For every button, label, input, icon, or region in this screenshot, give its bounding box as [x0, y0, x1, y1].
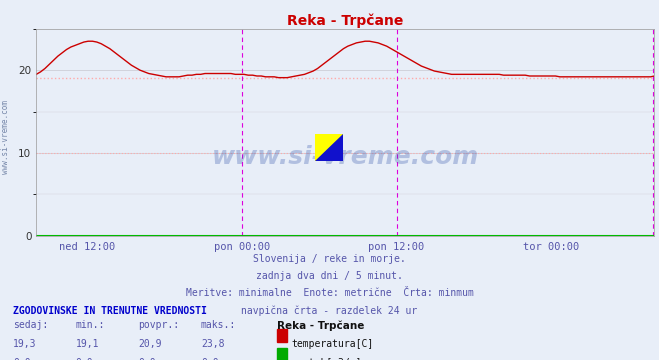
Text: 20,9: 20,9 — [138, 339, 162, 349]
Text: pon 00:00: pon 00:00 — [214, 242, 270, 252]
Text: 0,0: 0,0 — [138, 358, 156, 360]
Text: ZGODOVINSKE IN TRENUTNE VREDNOSTI: ZGODOVINSKE IN TRENUTNE VREDNOSTI — [13, 306, 207, 316]
Text: Reka - Trpčane: Reka - Trpčane — [277, 320, 364, 331]
Text: tor 00:00: tor 00:00 — [523, 242, 579, 252]
Text: Slovenija / reke in morje.: Slovenija / reke in morje. — [253, 254, 406, 264]
Text: zadnja dva dni / 5 minut.: zadnja dva dni / 5 minut. — [256, 271, 403, 281]
Polygon shape — [315, 134, 343, 161]
Text: 19,1: 19,1 — [76, 339, 100, 349]
Text: Meritve: minimalne  Enote: metrične  Črta: minmum: Meritve: minimalne Enote: metrične Črta:… — [186, 288, 473, 298]
Text: 0,0: 0,0 — [13, 358, 31, 360]
Text: temperatura[C]: temperatura[C] — [291, 339, 374, 349]
Text: 0,0: 0,0 — [201, 358, 219, 360]
Text: ned 12:00: ned 12:00 — [59, 242, 116, 252]
Text: maks.:: maks.: — [201, 320, 236, 330]
Title: Reka - Trpčane: Reka - Trpčane — [287, 13, 403, 28]
Text: navpična črta - razdelek 24 ur: navpična črta - razdelek 24 ur — [241, 306, 418, 316]
Text: min.:: min.: — [76, 320, 105, 330]
Text: 19,3: 19,3 — [13, 339, 37, 349]
Text: pon 12:00: pon 12:00 — [368, 242, 425, 252]
Text: www.si-vreme.com: www.si-vreme.com — [212, 145, 479, 169]
Text: sedaj:: sedaj: — [13, 320, 48, 330]
Text: 23,8: 23,8 — [201, 339, 225, 349]
Text: www.si-vreme.com: www.si-vreme.com — [1, 100, 10, 174]
Text: pretok[m3/s]: pretok[m3/s] — [291, 358, 362, 360]
Polygon shape — [315, 134, 343, 161]
Text: 0,0: 0,0 — [76, 358, 94, 360]
Text: povpr.:: povpr.: — [138, 320, 179, 330]
